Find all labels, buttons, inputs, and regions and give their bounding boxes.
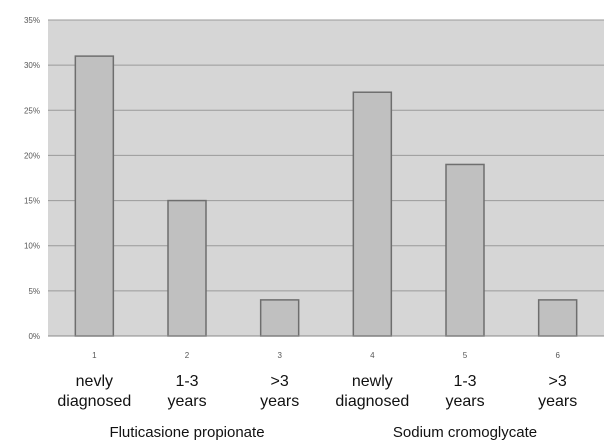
category-sublabel: years	[167, 393, 206, 410]
category-sublabel: >3	[271, 373, 289, 390]
category-sublabel: years	[445, 393, 484, 410]
x-tick-label: 6	[555, 351, 560, 360]
category-sublabel: 1-3	[453, 373, 476, 390]
y-tick-label: 5%	[28, 287, 40, 296]
y-tick-label: 30%	[24, 61, 40, 70]
bar-3	[259, 299, 300, 337]
bar-4	[352, 91, 393, 337]
y-tick-label: 20%	[24, 151, 40, 160]
group-labels: Fluticasione propionate Sodium cromoglyca…	[109, 424, 537, 441]
x-tick-label: 3	[277, 351, 282, 360]
category-sublabel: >3	[549, 373, 567, 390]
group-label: Fluticasione propionate	[109, 424, 264, 441]
bar-1	[74, 55, 115, 337]
y-tick-label: 10%	[24, 242, 40, 251]
category-sublabels: nevly diagnosed 1-3 years >3 years newly diagno…	[57, 373, 577, 410]
y-tick-label: 35%	[24, 16, 40, 25]
y-tick-label: 15%	[24, 197, 40, 206]
bar-5	[445, 163, 485, 337]
y-tick-label: 0%	[28, 332, 40, 341]
category-sublabel: years	[260, 393, 299, 410]
x-axis-ticks: 1 2 3 4 5 6	[92, 351, 560, 360]
plot-area	[48, 20, 604, 336]
y-axis-ticks: 0% 5% 10% 15% 20% 25% 30% 35%	[24, 16, 40, 341]
bar-2	[167, 199, 207, 337]
category-sublabel: diagnosed	[57, 393, 131, 410]
category-sublabel: 1-3	[175, 373, 198, 390]
category-sublabel: nevly	[76, 373, 113, 390]
category-sublabel: newly	[352, 373, 393, 390]
category-sublabel: years	[538, 393, 577, 410]
x-tick-label: 1	[92, 351, 97, 360]
group-label: Sodium cromoglycate	[393, 424, 537, 441]
gridlines	[48, 19, 604, 337]
x-tick-label: 5	[463, 351, 468, 360]
y-tick-label: 25%	[24, 106, 40, 115]
x-tick-label: 2	[185, 351, 190, 360]
bar-6	[537, 299, 578, 337]
x-tick-label: 4	[370, 351, 375, 360]
bars	[48, 55, 604, 337]
category-sublabel: diagnosed	[335, 393, 409, 410]
